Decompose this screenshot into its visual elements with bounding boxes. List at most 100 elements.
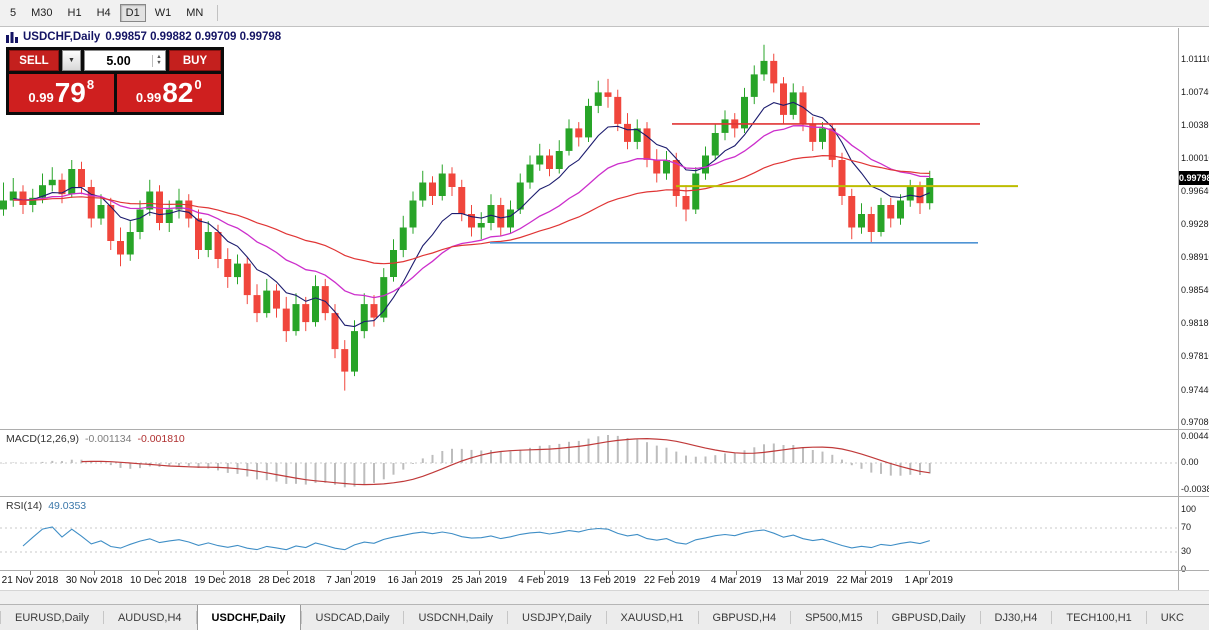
tab-audusd-h4[interactable]: AUDUSD,H4 <box>117 611 182 624</box>
buy-price-display[interactable]: 0.99 82 0 <box>116 74 221 112</box>
macd-signal-value: -0.001810 <box>137 433 185 445</box>
candlestick-chart[interactable] <box>0 30 1178 428</box>
price-axis-label: 1.01110 <box>1181 53 1209 64</box>
tab-separator <box>102 611 104 624</box>
tab-tech100-h1[interactable]: TECH100,H1 <box>1066 611 1132 624</box>
date-axis-label: 30 Nov 2018 <box>65 575 123 586</box>
volume-dropdown-button[interactable]: ▼ <box>62 50 81 71</box>
chart-tabs-bar: EURUSD,Daily AUDUSD,H4 USDCHF,Daily USDCAD,… <box>0 604 1209 630</box>
date-tick <box>736 571 738 575</box>
timeframe-toolbar: 5 M30 H1 H4 D1 W1 MN <box>0 0 1209 27</box>
price-axis-label: 1.00740 <box>1181 87 1209 98</box>
timeframe-mn[interactable]: MN <box>186 7 204 19</box>
volume-value: 5.00 <box>106 53 131 68</box>
volume-stepper[interactable]: ▲ ▼ <box>152 53 165 67</box>
buy-button[interactable]: BUY <box>169 50 221 71</box>
macd-indicator-label: MACD(12,26,9) -0.001134 -0.001810 <box>6 433 185 445</box>
horizontal-lines[interactable] <box>490 123 1018 244</box>
date-axis-label: 7 Jan 2019 <box>326 575 376 586</box>
macd-axis-label: 0.00 <box>1181 457 1199 467</box>
tab-separator <box>300 611 302 624</box>
tab-separator <box>605 611 607 624</box>
price-axis-border <box>1178 28 1179 590</box>
sell-price-display[interactable]: 0.99 79 8 <box>9 74 114 112</box>
timeframe-d1[interactable]: D1 <box>119 4 146 22</box>
trade-prices-row: 0.99 79 8 0.99 82 0 <box>9 74 221 112</box>
date-tick <box>864 571 866 575</box>
rsi-panel[interactable] <box>0 498 1178 570</box>
tab-dj30-h4[interactable]: DJ30,H4 <box>994 611 1038 624</box>
tab-usdcnh-daily[interactable]: USDCNH,Daily <box>418 611 494 624</box>
chevron-down-icon: ▼ <box>68 57 75 64</box>
date-axis-label: 19 Dec 2018 <box>194 575 251 586</box>
tab-gbpusd-daily[interactable]: GBPUSD,Daily <box>891 611 966 624</box>
tab-separator <box>1051 611 1053 624</box>
trade-controls-row: SELL ▼ 5.00 ▲ ▼ BUY <box>9 50 221 71</box>
chart-symbol-period: USDCHF,Daily <box>23 31 101 43</box>
price-axis-label: 1.00380 <box>1181 119 1209 130</box>
chart-icon <box>6 31 18 43</box>
date-tick <box>158 571 160 575</box>
buy-price-base: 0.99 <box>135 89 162 105</box>
macd-main-value: -0.001134 <box>84 433 132 445</box>
panel-separator[interactable] <box>0 496 1209 497</box>
timeframe-w1[interactable]: W1 <box>154 7 172 19</box>
rsi-name: RSI(14) <box>6 500 43 512</box>
timeframe-h4[interactable]: H4 <box>96 7 111 19</box>
date-axis-label: 1 Apr 2019 <box>904 575 953 586</box>
macd-axis-label: 0.004487 <box>1181 430 1209 441</box>
tab-xauusd-h1[interactable]: XAUUSD,H1 <box>620 611 684 624</box>
macd-axis-label: -0.003883 <box>1181 483 1209 494</box>
tab-separator <box>195 611 197 624</box>
date-tick <box>607 571 609 575</box>
tab-gbpusd-h4[interactable]: GBPUSD,H4 <box>712 611 777 624</box>
tab-separator <box>0 611 1 624</box>
toolbar-separator <box>217 5 219 21</box>
macd-panel[interactable] <box>0 431 1178 495</box>
rsi-value: 49.0353 <box>48 500 87 512</box>
date-axis-label: 4 Feb 2019 <box>518 575 569 586</box>
date-axis-label: 21 Nov 2018 <box>1 575 59 586</box>
timeframe-5[interactable]: 5 <box>10 7 17 19</box>
chart-ohlc-values: 0.99857 0.99882 0.99709 0.99798 <box>105 31 282 43</box>
date-axis-label: 25 Jan 2019 <box>451 575 507 586</box>
timeframe-h1[interactable]: H1 <box>67 7 82 19</box>
chart-bottom-strip <box>0 590 1209 604</box>
tab-separator <box>697 611 699 624</box>
date-tick <box>672 571 673 575</box>
date-axis-label: 16 Jan 2019 <box>387 575 443 586</box>
date-tick <box>928 571 930 575</box>
tab-usdcad-daily[interactable]: USDCAD,Daily <box>315 611 390 624</box>
arrow-up-icon[interactable]: ▲ <box>156 53 162 60</box>
volume-input[interactable]: 5.00 ▲ ▼ <box>84 50 166 71</box>
tab-eurusd-daily[interactable]: EURUSD,Daily <box>15 611 89 624</box>
tab-ukc[interactable]: UKC <box>1160 611 1184 624</box>
chart-title: USDCHF,Daily 0.99857 0.99882 0.99709 0.9… <box>6 31 281 43</box>
date-tick <box>800 571 802 575</box>
tab-separator <box>403 611 405 624</box>
timeframe-m30[interactable]: M30 <box>31 7 53 19</box>
date-tick <box>415 571 417 575</box>
arrow-down-icon[interactable]: ▼ <box>156 60 162 66</box>
sell-button[interactable]: SELL <box>9 50 59 71</box>
date-axis-label: 10 Dec 2018 <box>130 575 187 586</box>
date-axis-label: 13 Feb 2019 <box>579 575 636 586</box>
tab-sp500-m15[interactable]: SP500,M15 <box>805 611 863 624</box>
date-tick <box>479 571 481 575</box>
date-axis-label: 22 Mar 2019 <box>836 575 893 586</box>
tab-usdjpy-daily[interactable]: USDJPY,Daily <box>522 611 592 624</box>
tab-separator <box>507 611 509 624</box>
panel-separator[interactable] <box>0 429 1209 430</box>
sell-price-point: 8 <box>86 77 95 92</box>
tab-usdchf-daily[interactable]: USDCHF,Daily <box>196 605 301 630</box>
date-tick <box>30 571 31 575</box>
buy-price-point: 0 <box>194 77 202 92</box>
date-axis-label: 4 Mar 2019 <box>710 575 762 586</box>
date-axis-label: 13 Mar 2019 <box>772 575 829 586</box>
current-price-badge: 0.99798 <box>1179 171 1209 186</box>
